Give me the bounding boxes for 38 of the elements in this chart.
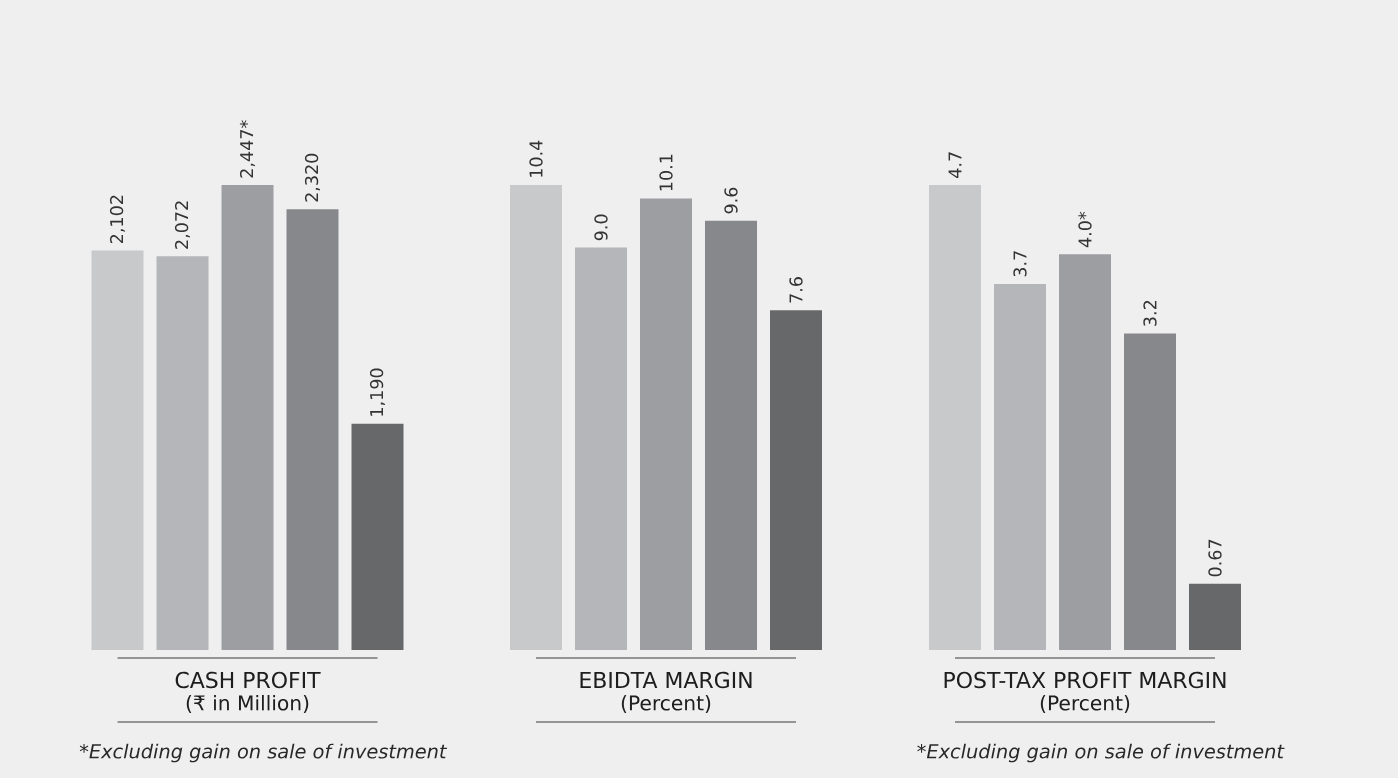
bar bbox=[1188, 583, 1241, 650]
bar bbox=[704, 220, 757, 650]
bar bbox=[575, 247, 627, 650]
text: (Percent) bbox=[621, 695, 711, 713]
data-label: 9.6 bbox=[724, 187, 738, 214]
bar bbox=[994, 283, 1046, 650]
bar bbox=[156, 256, 209, 650]
data-label: 4.7 bbox=[948, 152, 962, 178]
text: *Excluding gain on sale of investment bbox=[79, 743, 448, 763]
data-label: 2,447* bbox=[239, 120, 256, 178]
text: (Percent) bbox=[1040, 695, 1130, 713]
bar bbox=[286, 209, 339, 650]
data-label: 3.2 bbox=[1143, 300, 1157, 326]
bar bbox=[640, 198, 692, 650]
data-label: 2,102 bbox=[109, 195, 126, 244]
data-label: 3.7 bbox=[1013, 251, 1027, 277]
data-label: 0.67 bbox=[1208, 539, 1222, 577]
data-label: 7.6 bbox=[789, 277, 803, 303]
data-label: 10.1 bbox=[659, 154, 673, 191]
bar bbox=[1059, 254, 1111, 650]
text: EBIDTA MARGIN bbox=[580, 671, 752, 689]
bar bbox=[770, 310, 822, 650]
bar bbox=[1123, 333, 1176, 650]
data-label: 2,320 bbox=[304, 153, 321, 202]
bar bbox=[91, 250, 144, 650]
data-label: 4.0* bbox=[1078, 211, 1092, 248]
data-label: 1,190 bbox=[369, 368, 386, 416]
bar bbox=[929, 184, 981, 650]
bar bbox=[510, 184, 563, 650]
text: CASH PROFIT bbox=[175, 671, 321, 689]
text: (₹ in Million) bbox=[186, 694, 309, 713]
data-label: 9.0 bbox=[594, 214, 608, 241]
bar bbox=[221, 184, 274, 650]
text: POST-TAX PROFIT MARGIN bbox=[944, 671, 1226, 689]
data-label: 10.4 bbox=[529, 140, 543, 177]
bar bbox=[351, 423, 404, 650]
data-label: 2,072 bbox=[174, 201, 191, 249]
text: *Excluding gain on sale of investment bbox=[917, 743, 1285, 763]
